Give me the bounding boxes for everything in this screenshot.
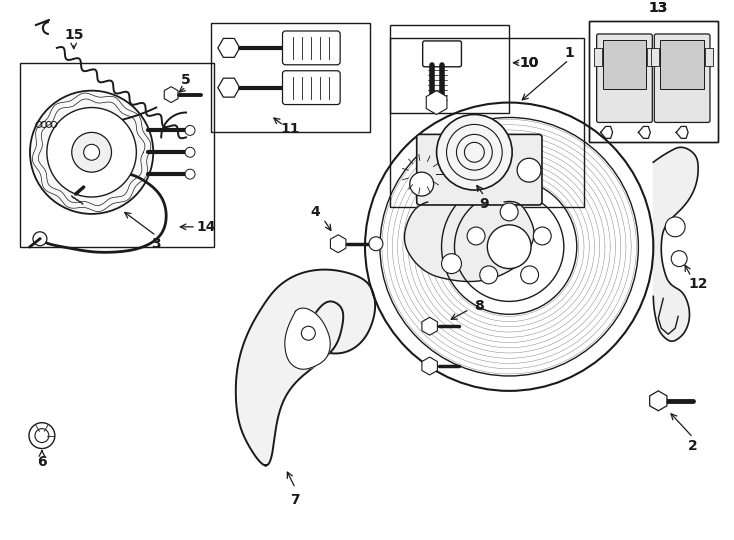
Bar — [390, 25, 509, 112]
Circle shape — [467, 227, 485, 245]
Text: 3: 3 — [151, 237, 161, 251]
Circle shape — [480, 266, 498, 284]
Circle shape — [487, 225, 531, 268]
Polygon shape — [218, 38, 240, 57]
Circle shape — [72, 132, 112, 172]
Text: 10: 10 — [520, 56, 539, 70]
FancyBboxPatch shape — [283, 31, 340, 65]
Bar — [661, 40, 704, 89]
Bar — [20, 63, 214, 247]
Circle shape — [185, 147, 195, 157]
Polygon shape — [404, 201, 534, 281]
Bar — [651, 48, 659, 66]
Text: 6: 6 — [37, 455, 47, 469]
Bar — [589, 21, 718, 143]
Text: 15: 15 — [64, 28, 84, 42]
Bar — [647, 48, 655, 66]
Text: 5: 5 — [181, 73, 191, 87]
Circle shape — [671, 251, 687, 267]
Circle shape — [517, 158, 541, 182]
Circle shape — [500, 203, 518, 221]
Text: 14: 14 — [196, 220, 216, 234]
Polygon shape — [650, 391, 667, 411]
Circle shape — [437, 114, 512, 190]
FancyBboxPatch shape — [417, 134, 542, 205]
FancyBboxPatch shape — [423, 41, 462, 67]
Polygon shape — [218, 78, 240, 97]
Text: 1: 1 — [564, 46, 574, 60]
FancyBboxPatch shape — [654, 34, 710, 123]
Polygon shape — [330, 235, 346, 253]
Circle shape — [520, 266, 539, 284]
FancyBboxPatch shape — [597, 34, 653, 123]
Text: 4: 4 — [310, 205, 320, 219]
Polygon shape — [653, 147, 698, 341]
Text: 12: 12 — [688, 276, 708, 291]
Polygon shape — [164, 86, 178, 103]
Text: 7: 7 — [291, 493, 300, 507]
Circle shape — [30, 91, 153, 214]
Bar — [594, 48, 602, 66]
Circle shape — [442, 254, 462, 274]
Text: 9: 9 — [479, 197, 489, 211]
Circle shape — [302, 326, 316, 340]
Text: 10: 10 — [520, 56, 539, 70]
Bar — [589, 21, 718, 143]
Circle shape — [47, 107, 137, 197]
Bar — [211, 23, 370, 132]
Circle shape — [35, 429, 49, 443]
Circle shape — [29, 423, 55, 449]
Bar — [603, 40, 647, 89]
Circle shape — [185, 125, 195, 136]
Text: 13: 13 — [649, 1, 668, 15]
Text: 8: 8 — [474, 299, 484, 313]
Text: 13: 13 — [649, 1, 668, 15]
Circle shape — [534, 227, 551, 245]
Polygon shape — [422, 318, 437, 335]
Circle shape — [185, 169, 195, 179]
Circle shape — [665, 217, 685, 237]
Polygon shape — [285, 308, 330, 369]
Polygon shape — [426, 91, 447, 114]
Text: 2: 2 — [688, 438, 698, 453]
Circle shape — [369, 237, 383, 251]
Bar — [705, 48, 713, 66]
Circle shape — [410, 172, 434, 196]
Polygon shape — [236, 269, 375, 465]
Circle shape — [33, 232, 47, 246]
Circle shape — [84, 144, 100, 160]
FancyBboxPatch shape — [283, 71, 340, 105]
Text: 11: 11 — [280, 123, 300, 137]
Bar — [390, 38, 584, 207]
Polygon shape — [422, 357, 437, 375]
